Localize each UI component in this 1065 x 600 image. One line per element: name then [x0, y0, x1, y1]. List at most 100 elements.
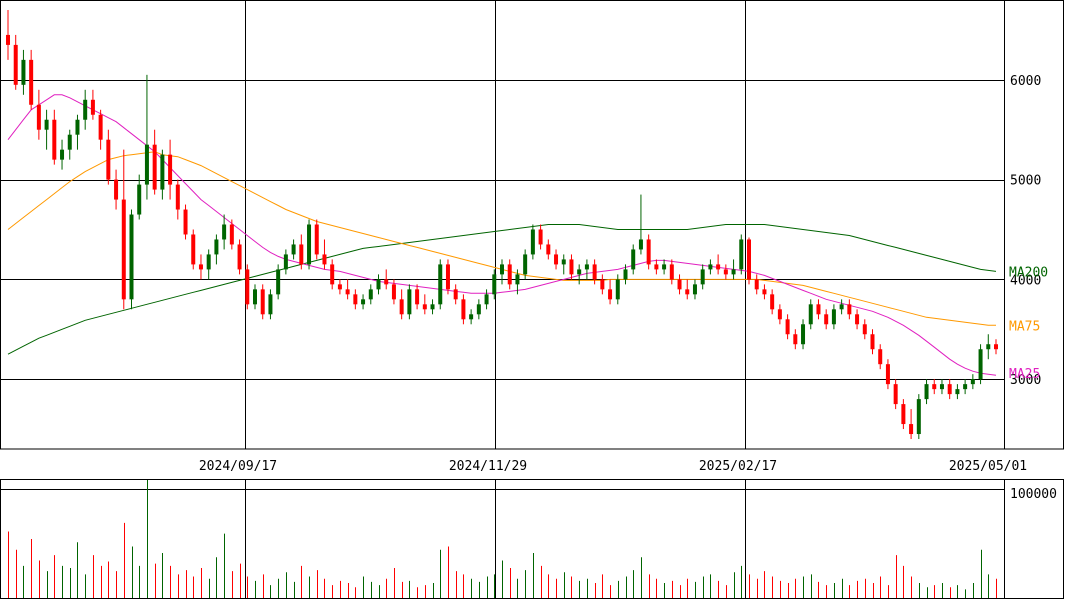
candle-body — [747, 239, 751, 280]
candle-body — [816, 304, 821, 315]
candle-body — [260, 289, 265, 315]
candle-body — [469, 314, 474, 320]
volume-tick-label: 100000 — [1010, 487, 1057, 502]
ma200-line — [7, 224, 997, 355]
candle-body — [785, 319, 790, 335]
candle-body — [106, 139, 111, 180]
candle-body — [523, 254, 528, 275]
candle-body — [36, 104, 41, 130]
candle-body — [662, 264, 667, 270]
candle-body — [276, 269, 281, 295]
candle-body — [824, 314, 829, 325]
candle-body — [299, 244, 304, 265]
candle-body — [368, 289, 373, 300]
candle-body — [615, 279, 620, 300]
candle-body — [291, 244, 296, 255]
candle-body — [353, 294, 358, 305]
date-tick-label: 2025/05/01 — [949, 459, 1027, 474]
candle-body — [939, 384, 944, 390]
candle-body — [75, 119, 80, 135]
candle-body — [67, 134, 72, 150]
candle-body — [638, 239, 643, 250]
candle-body — [6, 34, 10, 45]
candle-body — [878, 349, 883, 365]
candle-body — [808, 304, 813, 325]
candle-body — [415, 289, 420, 305]
candle-body — [237, 244, 242, 270]
candle-body — [723, 269, 728, 275]
candle-body — [90, 99, 95, 115]
candle-body — [669, 264, 674, 280]
candle-body — [646, 239, 651, 265]
candle-body — [885, 364, 890, 385]
candle-body — [978, 349, 983, 380]
candle-body — [253, 289, 257, 305]
candle-body — [600, 279, 605, 290]
ma-label-ma200: MA200 — [1009, 265, 1048, 280]
candle-body — [229, 224, 234, 245]
candle-body — [52, 119, 57, 160]
candle-body — [708, 264, 713, 270]
ma-legend: MA200 MA75 MA25 — [1009, 265, 1048, 382]
candle-body — [592, 264, 597, 280]
candle-body — [314, 224, 319, 255]
candle-body — [60, 149, 65, 160]
candle-body — [144, 144, 149, 185]
candle-body — [198, 264, 203, 270]
candle-body — [83, 99, 88, 120]
candle-body — [476, 304, 481, 315]
candle-body — [361, 299, 366, 305]
candle-body — [692, 284, 697, 295]
candle-body — [121, 199, 126, 300]
candle-body — [801, 324, 806, 345]
candle-body — [955, 389, 960, 395]
candle-body — [345, 289, 350, 295]
date-tick-label: 2024/09/17 — [199, 459, 277, 474]
candle-body — [554, 254, 559, 265]
candle-body — [175, 184, 180, 210]
candle-body — [538, 229, 543, 245]
candle-body — [384, 279, 389, 285]
candlestick-series — [6, 9, 998, 440]
candle-body — [654, 264, 659, 270]
price-tick-label: 5000 — [1010, 174, 1041, 189]
candle-body — [391, 284, 396, 300]
candle-body — [677, 279, 682, 290]
candle-body — [909, 424, 914, 435]
candle-body — [716, 264, 721, 270]
candle-body — [407, 289, 412, 315]
candle-body — [685, 289, 690, 295]
candle-body — [183, 209, 188, 235]
candle-body — [762, 289, 767, 295]
candle-body — [307, 224, 312, 265]
candle-body — [577, 269, 582, 275]
candle-body — [214, 239, 219, 255]
candle-body — [947, 384, 952, 395]
candle-body — [13, 44, 18, 85]
candle-body — [44, 119, 49, 130]
candle-body — [831, 309, 836, 325]
ma25-line — [7, 94, 997, 376]
candle-body — [500, 264, 504, 275]
candle-body — [98, 114, 103, 140]
price-tick-label: 6000 — [1010, 74, 1041, 89]
candle-body — [21, 59, 26, 85]
candle-body — [770, 294, 775, 310]
candle-body — [893, 384, 898, 405]
candle-body — [222, 224, 227, 240]
candle-body — [530, 229, 535, 255]
candle-body — [152, 144, 157, 190]
candle-body — [963, 384, 968, 390]
candle-body — [376, 279, 381, 290]
candle-body — [430, 304, 435, 310]
candle-body — [777, 309, 782, 320]
candle-body — [129, 214, 134, 300]
candle-body — [507, 264, 512, 285]
candle-body — [901, 404, 906, 425]
candle-body — [422, 304, 427, 310]
candle-body — [337, 284, 342, 290]
candle-body — [994, 344, 998, 350]
candle-body — [322, 254, 327, 265]
candle-body — [492, 274, 497, 295]
